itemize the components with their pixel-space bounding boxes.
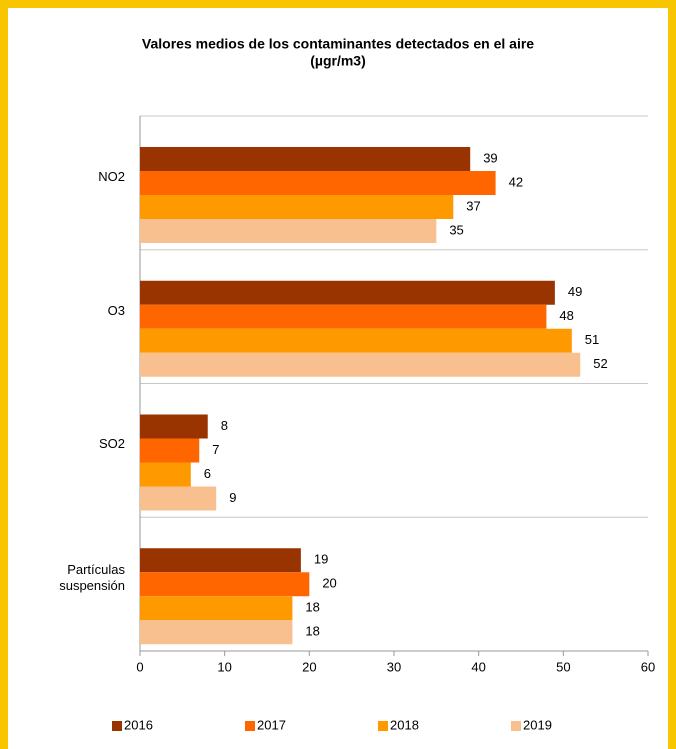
x-tick-label: 40 [471, 659, 485, 674]
data-label: 52 [593, 356, 607, 371]
data-label: 18 [305, 624, 319, 639]
data-label: 42 [509, 174, 523, 189]
category-label: Partículas suspensión [59, 562, 125, 594]
chart-title: Valores medios de los contaminantes dete… [142, 36, 534, 52]
legend-label: 2017 [257, 717, 286, 732]
bar [140, 352, 581, 377]
x-tick-label: 20 [302, 659, 316, 674]
bar [140, 438, 200, 463]
category-label: NO2 [98, 168, 125, 184]
legend-swatch [112, 721, 122, 731]
bar [140, 596, 293, 621]
data-label: 51 [585, 332, 599, 347]
bar [140, 171, 496, 195]
data-label: 48 [559, 308, 573, 323]
data-label: 37 [466, 198, 480, 213]
legend-label: 2018 [390, 717, 419, 732]
bar [140, 572, 310, 597]
data-label: 6 [204, 466, 211, 481]
bar [140, 548, 301, 573]
x-tick-label: 30 [387, 659, 401, 674]
x-tick-label: 0 [136, 659, 143, 674]
data-label: 20 [322, 576, 336, 591]
data-label: 35 [449, 222, 463, 237]
x-tick-label: 50 [556, 659, 570, 674]
data-label: 39 [483, 150, 497, 165]
data-label: 49 [568, 284, 582, 299]
bar [140, 620, 293, 645]
bar [140, 195, 454, 219]
data-label: 7 [212, 442, 219, 457]
legend-swatch [511, 721, 521, 731]
legend-label: 2016 [124, 717, 153, 732]
legend-label: 2019 [523, 717, 552, 732]
bar [140, 280, 555, 305]
x-tick-label: 10 [217, 659, 231, 674]
data-label: 9 [229, 490, 236, 505]
bar [140, 304, 547, 329]
x-tick-label: 60 [641, 659, 655, 674]
legend-swatch [378, 721, 388, 731]
bar [140, 147, 471, 171]
category-label: SO2 [98, 436, 125, 452]
category-label: O3 [107, 302, 125, 318]
bar [140, 462, 191, 487]
bar [140, 219, 437, 243]
data-label: 18 [305, 600, 319, 615]
legend-swatch [245, 721, 255, 731]
data-label: 19 [314, 552, 328, 567]
chart-subtitle: (µgr/m3) [310, 53, 366, 69]
data-label: 8 [221, 418, 228, 433]
bar [140, 486, 217, 511]
bar [140, 414, 208, 439]
bar [140, 328, 572, 353]
